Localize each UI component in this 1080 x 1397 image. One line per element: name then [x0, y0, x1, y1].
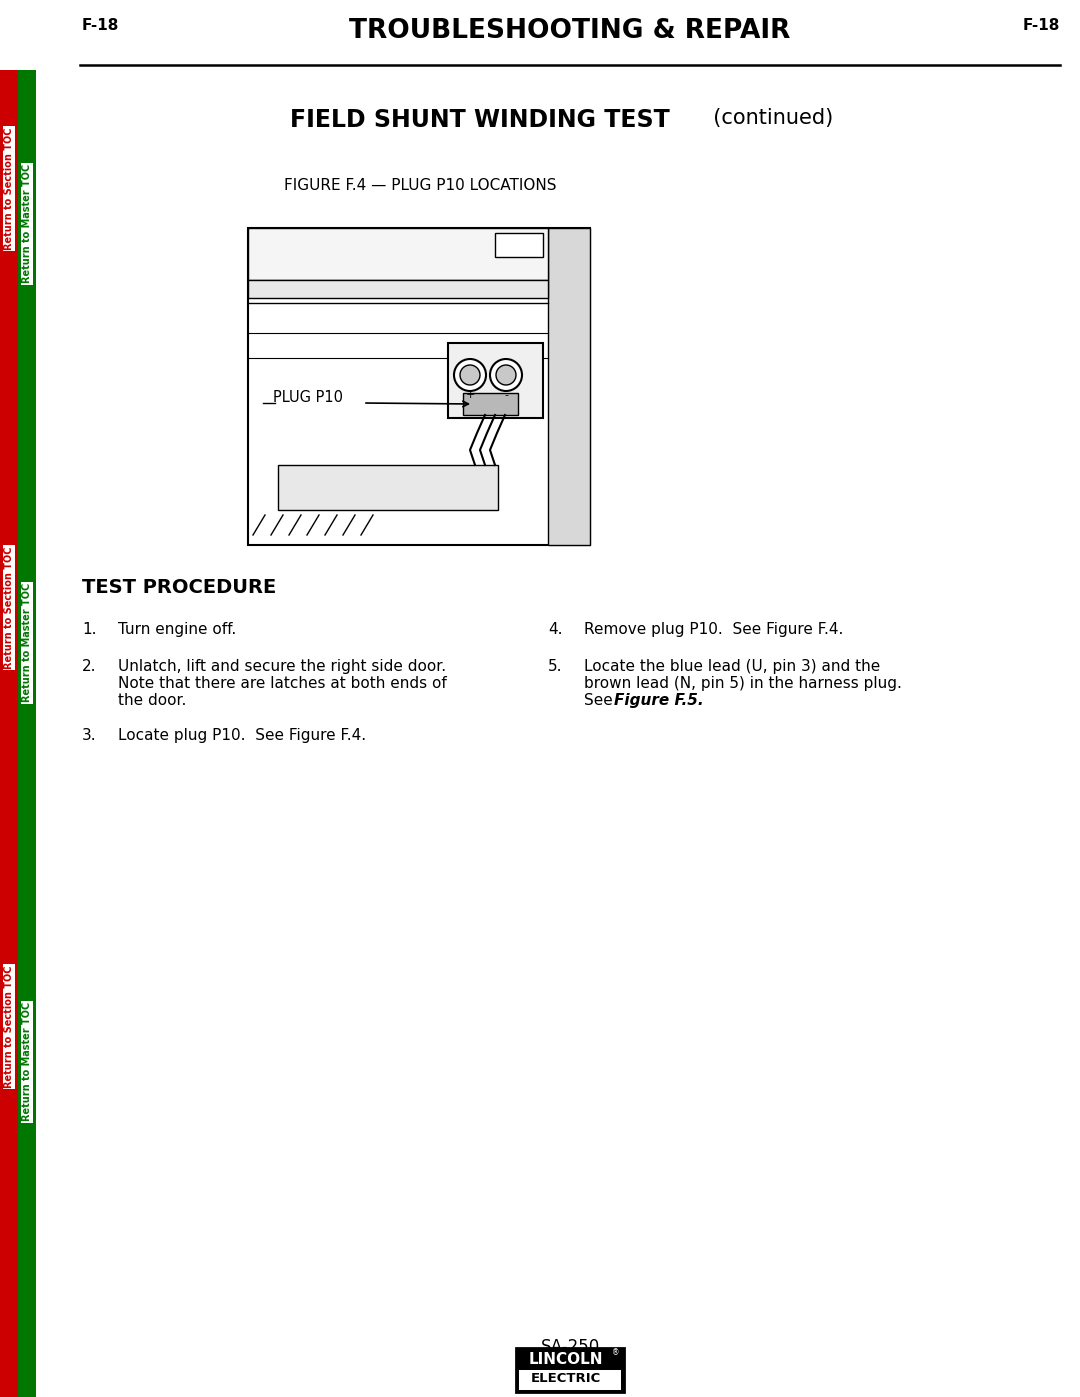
Text: 5.: 5.	[548, 659, 563, 673]
Text: Figure F.5.: Figure F.5.	[615, 693, 704, 708]
Bar	[463, 393, 518, 415]
Text: (continued): (continued)	[700, 108, 834, 129]
Bar	[18, 0, 36, 1397]
Text: the door.: the door.	[118, 693, 187, 708]
Text: SA-250: SA-250	[540, 1338, 599, 1356]
Text: ELECTRIC: ELECTRIC	[531, 1372, 602, 1386]
Text: FIGURE F.4 — PLUG P10 LOCATIONS: FIGURE F.4 — PLUG P10 LOCATIONS	[284, 177, 556, 193]
Text: Locate plug P10.  See Figure F.4.: Locate plug P10. See Figure F.4.	[118, 728, 366, 743]
Bar	[495, 233, 543, 257]
Bar	[0, 0, 18, 1397]
Text: +: +	[465, 390, 475, 400]
Bar	[248, 228, 590, 545]
Bar	[448, 344, 543, 418]
Circle shape	[460, 365, 480, 386]
Bar	[248, 279, 548, 298]
Text: 1.: 1.	[82, 622, 96, 637]
Text: LINCOLN: LINCOLN	[529, 1352, 604, 1368]
Circle shape	[454, 359, 486, 391]
Text: 2.: 2.	[82, 659, 96, 673]
Text: See: See	[584, 693, 618, 708]
Text: FIELD SHUNT WINDING TEST: FIELD SHUNT WINDING TEST	[291, 108, 670, 131]
Circle shape	[496, 365, 516, 386]
Bar	[548, 228, 590, 545]
Text: Return to Section TOC: Return to Section TOC	[4, 546, 14, 669]
Text: Return to Section TOC: Return to Section TOC	[4, 965, 14, 1088]
Text: PLUG P10: PLUG P10	[273, 391, 343, 405]
Text: Return to Master TOC: Return to Master TOC	[22, 583, 32, 703]
Text: ®: ®	[612, 1348, 620, 1358]
Bar	[0, 0, 38, 70]
Text: Return to Master TOC: Return to Master TOC	[22, 1002, 32, 1122]
Text: -: -	[504, 390, 508, 400]
Text: 3.: 3.	[82, 728, 96, 743]
Text: Remove plug P10.  See Figure F.4.: Remove plug P10. See Figure F.4.	[584, 622, 843, 637]
Bar	[278, 465, 498, 510]
Text: TEST PROCEDURE: TEST PROCEDURE	[82, 578, 276, 597]
Text: TROUBLESHOOTING & REPAIR: TROUBLESHOOTING & REPAIR	[349, 18, 791, 43]
Text: 4.: 4.	[548, 622, 563, 637]
Bar	[516, 1348, 624, 1391]
Bar	[248, 228, 548, 279]
Text: F-18: F-18	[82, 18, 120, 34]
Text: Return to Section TOC: Return to Section TOC	[4, 127, 14, 250]
Circle shape	[490, 359, 522, 391]
Text: Locate the blue lead (U, pin 3) and the: Locate the blue lead (U, pin 3) and the	[584, 659, 880, 673]
Text: Unlatch, lift and secure the right side door.: Unlatch, lift and secure the right side …	[118, 659, 446, 673]
Text: Return to Master TOC: Return to Master TOC	[22, 163, 32, 284]
Text: Note that there are latches at both ends of: Note that there are latches at both ends…	[118, 676, 447, 692]
Text: brown lead (N, pin 5) in the harness plug.: brown lead (N, pin 5) in the harness plu…	[584, 676, 902, 692]
Bar	[519, 1370, 621, 1390]
Text: Turn engine off.: Turn engine off.	[118, 622, 237, 637]
Text: F-18: F-18	[1023, 18, 1059, 34]
